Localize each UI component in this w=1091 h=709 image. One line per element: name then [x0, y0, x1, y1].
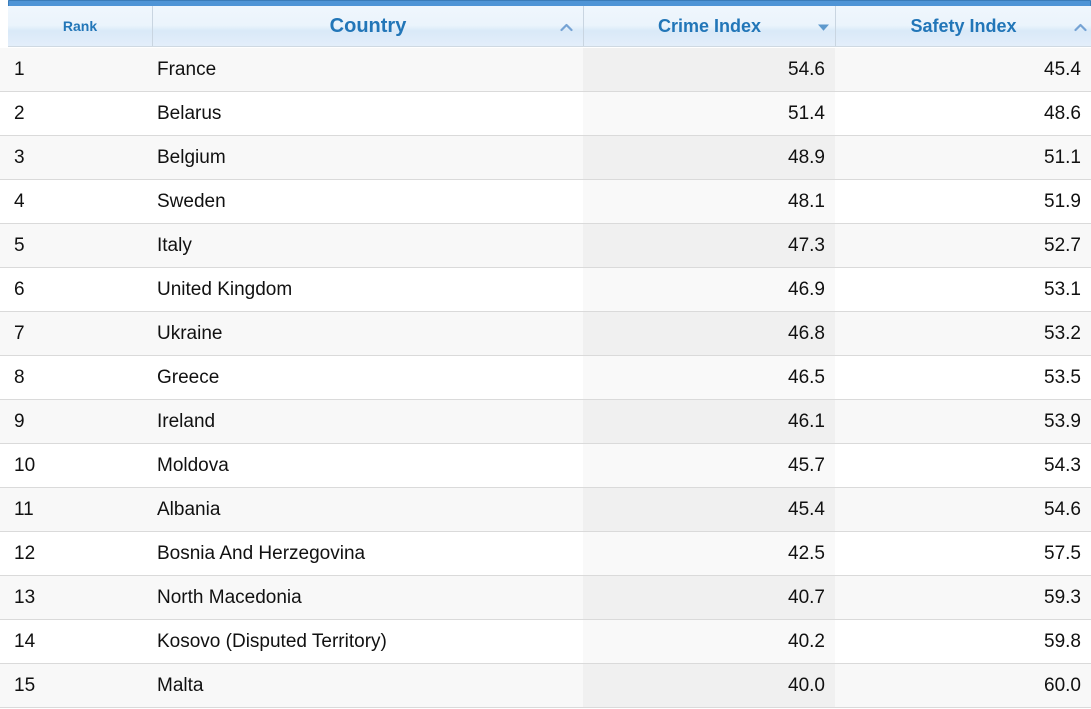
table-row: 7 Ukraine 46.8 53.2 [0, 312, 1091, 356]
crime-index-cell: 47.3 [583, 224, 835, 267]
country-cell: United Kingdom [157, 278, 293, 300]
safety-index-cell: 45.4 [1044, 58, 1081, 80]
country-cell: Ireland [157, 410, 216, 432]
crime-index-cell: 42.5 [583, 532, 835, 575]
column-header-rank[interactable]: Rank [8, 6, 152, 46]
crime-index-cell: 40.2 [583, 620, 835, 663]
rank-cell: 8 [14, 366, 25, 388]
table-row: 15 Malta 40.0 60.0 [0, 664, 1091, 708]
safety-index-cell: 51.1 [1044, 146, 1081, 168]
country-cell: Moldova [157, 454, 229, 476]
crime-index-cell: 46.8 [583, 312, 835, 355]
crime-index-cell: 54.6 [583, 48, 835, 91]
crime-index-cell: 45.7 [583, 444, 835, 487]
column-header-crime-index-label: Crime Index [657, 15, 762, 36]
table-row: 8 Greece 46.5 53.5 [0, 356, 1091, 400]
column-header-safety-index-label: Safety Index [910, 15, 1017, 36]
table-row: 1 France 54.6 45.4 [0, 48, 1091, 92]
table-row: 6 United Kingdom 46.9 53.1 [0, 268, 1091, 312]
rank-cell: 5 [14, 234, 25, 256]
country-cell: North Macedonia [157, 586, 302, 608]
country-cell: France [157, 58, 217, 80]
safety-index-cell: 59.8 [1044, 630, 1081, 652]
crime-index-cell: 45.4 [583, 488, 835, 531]
rank-cell: 1 [14, 58, 25, 80]
column-header-country-label: Country [329, 14, 407, 37]
rank-cell: 4 [14, 190, 25, 212]
column-header-safety-index[interactable]: Safety Index [835, 6, 1091, 46]
country-cell: Ukraine [157, 322, 223, 344]
rank-cell: 11 [14, 498, 34, 520]
table-row: 2 Belarus 51.4 48.6 [0, 92, 1091, 136]
crime-index-cell: 48.1 [583, 180, 835, 223]
safety-index-cell: 54.6 [1044, 498, 1081, 520]
crime-index-cell: 46.5 [583, 356, 835, 399]
country-cell: Bosnia And Herzegovina [157, 542, 366, 564]
crime-index-cell: 40.7 [583, 576, 835, 619]
safety-index-cell: 53.2 [1044, 322, 1081, 344]
table-row: 9 Ireland 46.1 53.9 [0, 400, 1091, 444]
column-header-crime-index[interactable]: Crime Index [583, 6, 835, 46]
table-row: 10 Moldova 45.7 54.3 [0, 444, 1091, 488]
rank-cell: 6 [14, 278, 25, 300]
safety-index-cell: 53.5 [1044, 366, 1081, 388]
column-header-country[interactable]: Country [152, 6, 583, 46]
table-row: 5 Italy 47.3 52.7 [0, 224, 1091, 268]
table-row: 13 North Macedonia 40.7 59.3 [0, 576, 1091, 620]
crime-index-cell: 46.9 [583, 268, 835, 311]
crime-index-cell: 51.4 [583, 92, 835, 135]
sort-ascending-icon [560, 15, 573, 38]
safety-index-cell: 54.3 [1044, 454, 1081, 476]
sort-descending-icon [817, 16, 830, 37]
sort-ascending-icon [1074, 16, 1087, 37]
country-cell: Italy [157, 234, 192, 256]
country-cell: Greece [157, 366, 220, 388]
rank-cell: 13 [14, 586, 36, 608]
table-row: 3 Belgium 48.9 51.1 [0, 136, 1091, 180]
crime-index-cell: 40.0 [583, 664, 835, 707]
crime-index-cell: 46.1 [583, 400, 835, 443]
table-header: Rank Country Crime Index Safety Index [8, 0, 1091, 47]
country-cell: Kosovo (Disputed Territory) [157, 630, 387, 652]
country-cell: Belgium [157, 146, 226, 168]
country-cell: Albania [157, 498, 221, 520]
rank-cell: 2 [14, 102, 25, 124]
country-cell: Belarus [157, 102, 222, 124]
country-cell: Malta [157, 674, 204, 696]
rank-cell: 12 [14, 542, 36, 564]
safety-index-cell: 60.0 [1044, 674, 1081, 696]
rank-cell: 10 [14, 454, 36, 476]
safety-index-cell: 52.7 [1044, 234, 1081, 256]
safety-index-cell: 57.5 [1044, 542, 1081, 564]
column-header-row: Rank Country Crime Index Safety Index [8, 6, 1091, 47]
table-row: 14 Kosovo (Disputed Territory) 40.2 59.8 [0, 620, 1091, 664]
table-body: 1 France 54.6 45.4 2 Belarus 51.4 48.6 3… [0, 48, 1091, 708]
safety-index-cell: 59.3 [1044, 586, 1081, 608]
safety-index-cell: 51.9 [1044, 190, 1081, 212]
rank-cell: 9 [14, 410, 25, 432]
country-cell: Sweden [157, 190, 226, 212]
crime-index-cell: 48.9 [583, 136, 835, 179]
column-header-rank-label: Rank [62, 18, 98, 34]
rank-cell: 3 [14, 146, 25, 168]
table-row: 4 Sweden 48.1 51.9 [0, 180, 1091, 224]
safety-index-cell: 48.6 [1044, 102, 1081, 124]
table-row: 11 Albania 45.4 54.6 [0, 488, 1091, 532]
rank-cell: 7 [14, 322, 25, 344]
safety-index-cell: 53.9 [1044, 410, 1081, 432]
rank-cell: 14 [14, 630, 36, 652]
rank-cell: 15 [14, 674, 36, 696]
safety-index-cell: 53.1 [1044, 278, 1081, 300]
table-row: 12 Bosnia And Herzegovina 42.5 57.5 [0, 532, 1091, 576]
